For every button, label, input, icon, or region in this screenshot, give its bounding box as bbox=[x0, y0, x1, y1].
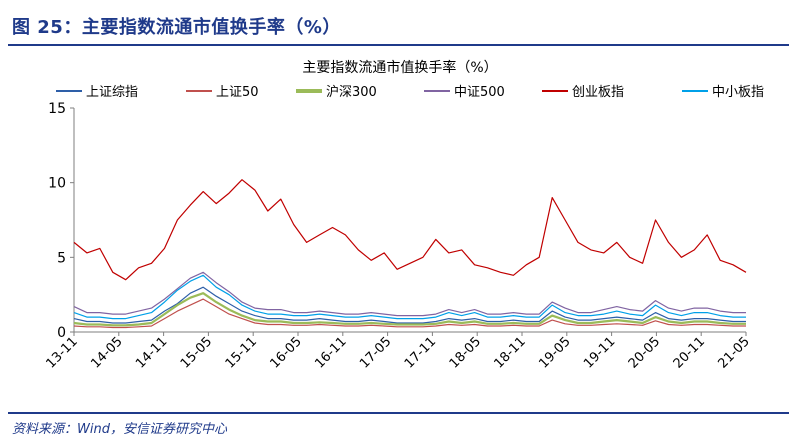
turnover-chart: 主要指数流通市值换手率（%） 上证综指 上证50 沪深300 中证500 创业板指 中小板… bbox=[44, 59, 765, 372]
series-line-3 bbox=[73, 271, 746, 317]
legend-label: 创业板指 bbox=[572, 85, 624, 100]
header-rule bbox=[8, 44, 789, 46]
x-tick-label: 17-11 bbox=[402, 334, 439, 371]
x-tick-label: 15-05 bbox=[178, 334, 215, 371]
series-line-0 bbox=[73, 286, 746, 324]
figure-title-text: 主要指数流通市值换手率（%） bbox=[81, 17, 341, 38]
x-tick-label: 19-05 bbox=[536, 334, 573, 371]
x-tick-label: 14-05 bbox=[88, 334, 125, 371]
series-line-5 bbox=[73, 274, 746, 320]
x-tick-label: 19-11 bbox=[581, 334, 618, 371]
chart-plot-area bbox=[73, 179, 747, 329]
x-tick-label: 17-05 bbox=[357, 334, 394, 371]
y-tick-label: 10 bbox=[48, 176, 66, 192]
x-tick-label: 14-11 bbox=[133, 334, 170, 371]
source-note: 资料来源：Wind，安信证券研究中心 bbox=[12, 422, 227, 437]
y-tick-label: 5 bbox=[57, 250, 66, 266]
x-tick-label: 21-05 bbox=[716, 334, 753, 371]
x-tick-label: 18-05 bbox=[447, 334, 484, 371]
legend-label: 上证综指 bbox=[86, 85, 138, 100]
x-tick-label: 16-11 bbox=[312, 334, 349, 371]
x-tick-label: 16-05 bbox=[268, 334, 305, 371]
y-tick-label: 0 bbox=[57, 325, 66, 341]
figure-label: 图 25： bbox=[12, 17, 82, 38]
figure-header: 图 25：主要指数流通市值换手率（%） bbox=[0, 0, 797, 46]
chart-title: 主要指数流通市值换手率（%） bbox=[302, 59, 497, 76]
figure-title: 图 25：主要指数流通市值换手率（%） bbox=[12, 13, 341, 39]
legend-label: 上证50 bbox=[216, 85, 259, 100]
legend-label: 中证500 bbox=[454, 85, 505, 100]
y-tick-label: 15 bbox=[48, 101, 66, 117]
legend-label: 中小板指 bbox=[712, 85, 764, 100]
series-line-4 bbox=[73, 179, 747, 281]
x-tick-label: 15-11 bbox=[223, 334, 260, 371]
series-line-1 bbox=[73, 298, 746, 329]
chart-legend: 上证综指 上证50 沪深300 中证500 创业板指 中小板指 bbox=[56, 84, 764, 100]
series-line-2 bbox=[73, 292, 746, 327]
legend-label: 沪深300 bbox=[326, 84, 377, 100]
footer-rule bbox=[8, 412, 789, 414]
x-tick-label: 20-05 bbox=[626, 334, 663, 371]
x-tick-label: 20-11 bbox=[671, 334, 708, 371]
x-tick-label: 18-11 bbox=[492, 334, 529, 371]
